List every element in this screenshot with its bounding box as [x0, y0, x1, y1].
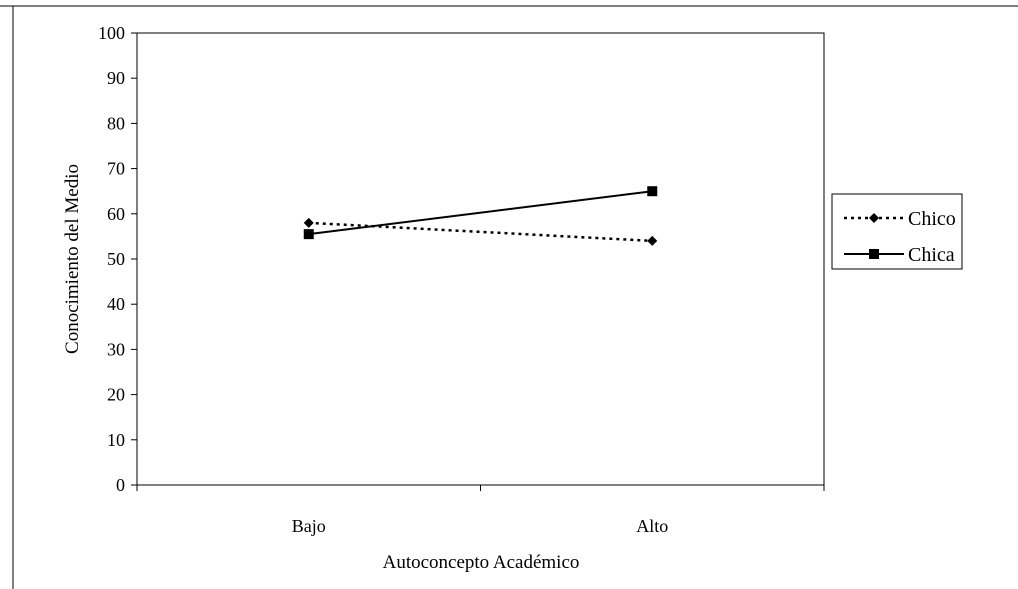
y-tick-label: 30	[107, 339, 125, 359]
legend-item-chica: Chica	[844, 244, 955, 266]
y-tick-label: 20	[107, 385, 125, 405]
legend-box	[831, 193, 963, 270]
plot-area	[136, 32, 825, 486]
y-tick-label: 40	[107, 294, 125, 314]
legend-swatch-marker	[869, 249, 879, 259]
series-chica	[303, 186, 658, 240]
y-axis: 0 10 20 30 40 50 60 70 80 90 100	[98, 23, 137, 495]
legend: Chico Chica	[831, 193, 963, 270]
series-chico	[303, 217, 658, 246]
y-tick-label: 50	[107, 249, 125, 269]
legend-swatch-marker	[869, 213, 879, 223]
data-point-chico	[647, 235, 658, 246]
data-point-chico	[303, 217, 314, 228]
legend-label: Chica	[908, 244, 955, 266]
series-layer	[303, 186, 658, 246]
legend-label: Chico	[908, 208, 956, 230]
data-point-chica	[303, 229, 314, 240]
x-tick-label: Bajo	[292, 516, 326, 536]
legend-item-chico: Chico	[844, 208, 956, 230]
y-axis-title: Conocimiento del Medio	[62, 164, 83, 354]
y-tick-label: 10	[107, 430, 125, 450]
y-tick-label: 80	[107, 113, 125, 133]
y-tick-label: 60	[107, 204, 125, 224]
y-tick-label: 90	[107, 68, 125, 88]
y-tick-label: 100	[98, 23, 125, 43]
y-tick-label: 0	[116, 475, 125, 495]
series-line-chico	[308, 221, 653, 243]
data-point-chica	[647, 186, 658, 197]
y-tick-label: 70	[107, 159, 125, 179]
series-line-chica	[308, 190, 653, 236]
x-axis: Bajo Alto	[136, 485, 825, 536]
x-axis-title: Autoconcepto Académico	[383, 552, 580, 573]
x-tick-label: Alto	[636, 516, 668, 536]
